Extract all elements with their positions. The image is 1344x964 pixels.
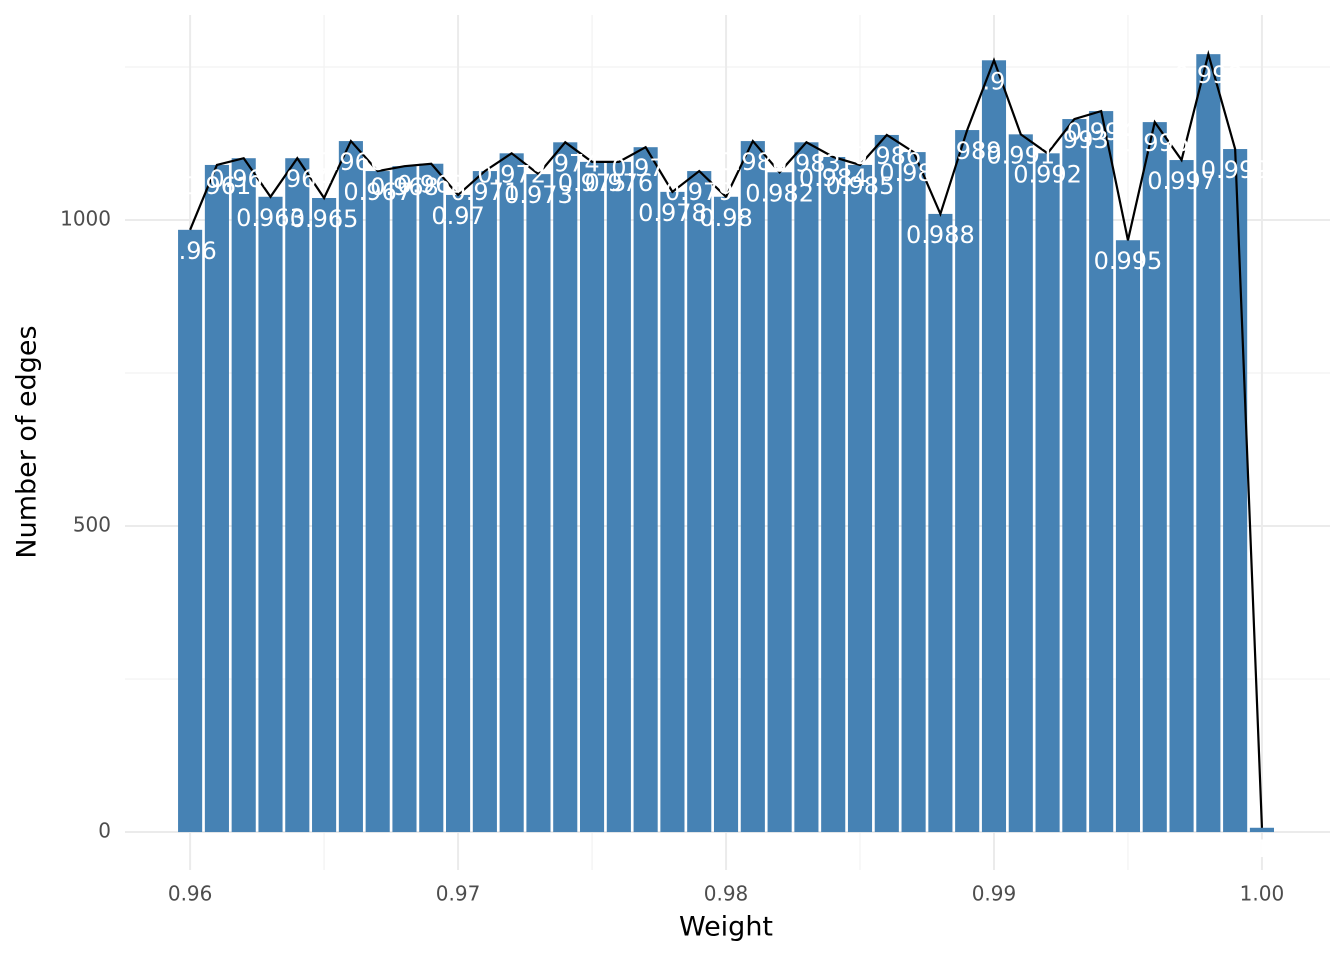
data-label: 0.977 [611,154,680,182]
bar [231,158,256,833]
data-label: 0.994 [1067,118,1136,146]
data-label: 0.993 [1040,126,1109,154]
bar [713,196,739,833]
bar [1062,119,1087,833]
data-label: 0.97 [431,202,484,230]
bar [874,134,899,833]
bar [579,161,605,833]
data-label: 0.989 [933,137,1002,165]
bar [1008,134,1033,833]
data-label: 0.964 [263,165,332,193]
bar [633,147,658,833]
data-label: 0.981 [718,148,787,176]
data-label: 0.996 [1120,129,1189,157]
data-label: 0.999 [1201,156,1270,184]
data-label: 0.995 [1094,247,1163,275]
bar [1196,54,1221,833]
bar [204,164,229,833]
data-label: 0.96 [163,237,216,265]
data-label: 0.984 [799,164,868,192]
bar [1142,122,1167,833]
data-label: 0.979 [665,178,734,206]
data-label: 0.975 [558,169,627,197]
bar [847,164,873,833]
bar [312,197,337,833]
bar [606,161,631,833]
data-label: 1 [1254,835,1269,863]
y-tick-label: 1000 [60,207,111,231]
y-tick-label: 0 [98,819,111,843]
bar [1089,111,1114,833]
bar [499,153,524,833]
bar [285,158,310,833]
trend-line [189,49,1264,828]
bar [821,156,846,833]
data-label: 0.971 [451,178,520,206]
data-label: 0.985 [826,172,895,200]
x-tick-label: 0.98 [704,882,749,906]
bar [419,163,444,833]
x-tick-label: 1.00 [1240,882,1285,906]
bar [1035,153,1060,833]
data-label: 0.991 [986,141,1055,169]
bar [928,213,953,833]
data-label: 0.978 [638,199,707,227]
x-tick-label: 0.99 [972,882,1017,906]
data-label: 0.963 [236,204,305,232]
bar [1249,827,1274,833]
data-label: 0.98 [699,204,752,232]
bar [178,229,203,833]
x-tick-label: 0.97 [436,882,481,906]
bar [687,171,712,833]
data-label: 0.965 [290,205,359,233]
data-label: 0.969 [397,171,466,199]
x-tick-label: 0.96 [168,882,213,906]
data-label: 0.998 [1174,61,1243,89]
data-label: 0.986 [852,142,921,170]
data-label: 0.997 [1147,167,1216,195]
bar [258,196,283,833]
bar [365,171,390,833]
data-label: 0.983 [772,149,841,177]
data-label: 0.961 [183,172,252,200]
data-label: 0.962 [209,165,278,193]
bar [472,171,497,833]
data-label: 0.992 [1013,160,1082,188]
bar [338,141,363,833]
data-label: 0.972 [477,160,546,188]
data-label: 0.966 [317,148,386,176]
bar [660,191,685,833]
data-label: 0.987 [879,159,948,187]
data-label: 0.99 [967,67,1020,95]
bar [981,60,1007,833]
bar [1115,240,1141,833]
data-label: 0.982 [745,179,814,207]
bar [955,130,980,833]
bar [1223,149,1248,833]
bar [794,142,819,833]
bar [740,141,765,833]
data-label: 0.967 [343,178,412,206]
bar [392,166,417,833]
bar [901,152,926,833]
data-label: 0.976 [584,169,653,197]
y-tick-label: 500 [73,513,111,537]
bar [1169,160,1194,833]
data-label: 0.988 [906,221,975,249]
data-label: 0.973 [504,181,573,209]
data-label: 0.968 [370,173,439,201]
bar [553,142,578,833]
x-axis-title: Weight [679,912,773,943]
y-axis-title: Number of edges [12,325,43,558]
data-label: 0.974 [531,149,600,177]
bar [446,194,471,833]
bar [526,174,551,833]
bar [767,172,792,833]
